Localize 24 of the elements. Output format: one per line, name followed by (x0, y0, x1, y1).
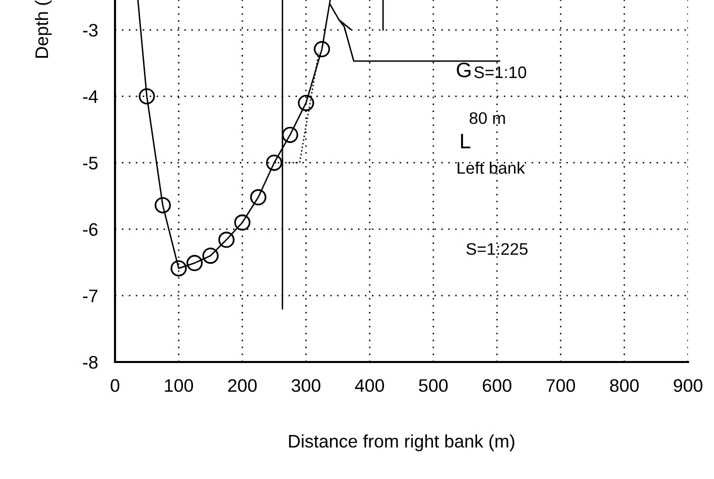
y-tick-label: -7 (83, 290, 98, 302)
y-tick-label: -8 (83, 356, 98, 369)
annotation: S=1:10 (474, 66, 526, 78)
x-tick-label: 200 (228, 379, 257, 392)
y-tick-label: -6 (83, 223, 98, 236)
annotation: 80 m (470, 112, 505, 124)
x-tick-label: 800 (610, 379, 639, 392)
x-tick-label: 300 (292, 379, 320, 392)
x-tick-label: 0 (110, 379, 120, 392)
x-axis-title: Distance from right bank (m) (289, 434, 514, 452)
x-tick-label: 400 (355, 379, 384, 392)
annotation: G (456, 62, 470, 78)
x-tick-label: 600 (482, 379, 512, 392)
y-tick-label: -5 (83, 156, 98, 170)
y-tick-label: -3 (83, 24, 98, 37)
annotation: S=1:225 (466, 243, 528, 255)
x-tick-label: 100 (164, 379, 194, 392)
x-tick-label: 900 (674, 379, 702, 392)
annotation: L (461, 134, 470, 148)
annotation: Left bank (458, 162, 525, 174)
y-axis-title: Depth ( (34, 0, 52, 58)
x-tick-label: 500 (418, 379, 448, 392)
y-tick-label: -4 (83, 90, 98, 103)
x-tick-label: 700 (546, 379, 576, 392)
